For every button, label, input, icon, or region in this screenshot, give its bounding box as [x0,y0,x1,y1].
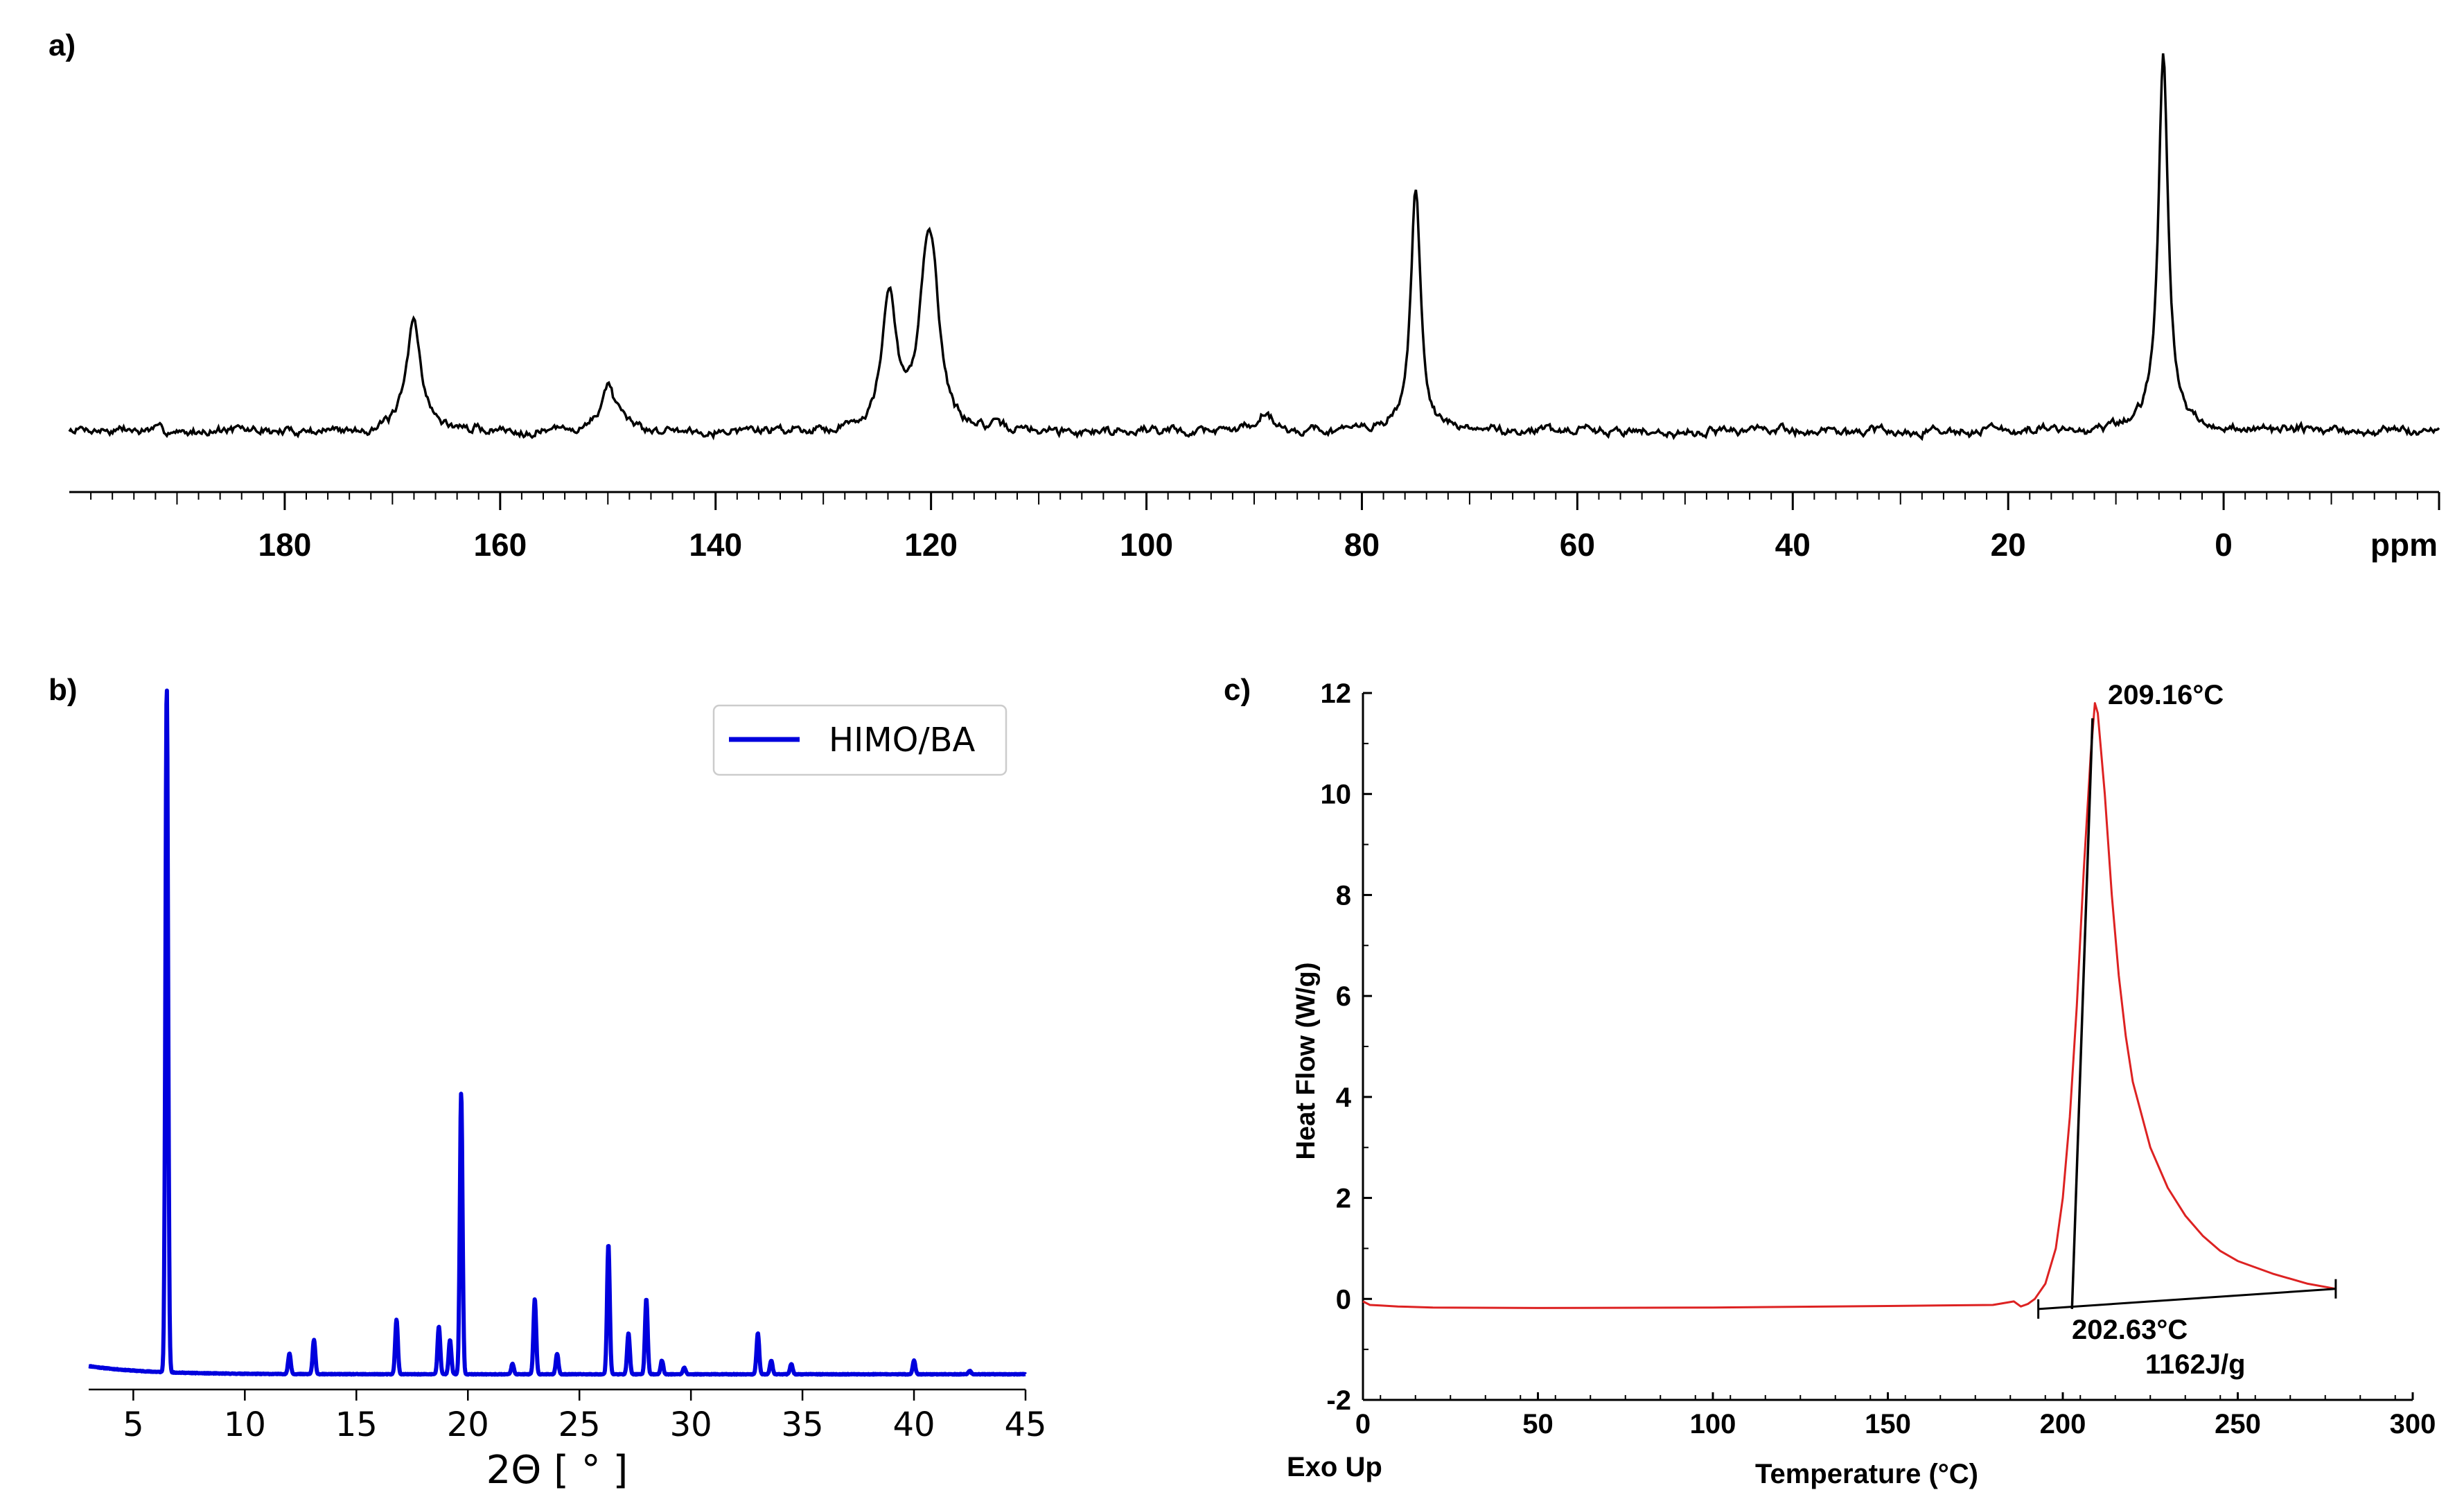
panel-c-x-axis-title: Temperature (°C) [1755,1459,1978,1489]
panel-a-x-unit: ppm [2370,527,2438,563]
panel-b-x-tick-label: 30 [670,1405,712,1444]
panel-c-enthalpy-label: 1162J/g [2145,1349,2246,1380]
panel-c-y-tick-label: 12 [1321,678,1352,709]
panel-a-x-tick-label: 80 [1344,527,1380,563]
panel-a-spectrum-line [68,53,2440,441]
panel-c-y-tick-label: 2 [1336,1184,1351,1214]
panel-b-legend-label: HIMO/BA [829,721,976,760]
panel-a-x-tick-label: 180 [258,527,312,563]
panel-c-y-tick-label: 8 [1336,880,1351,911]
panel-a-x-tick-label: 140 [689,527,742,563]
panel-a-nmr-spectrum: a) 180 160 140 120 100 80 60 40 20 0 ppm [49,28,2440,563]
panel-c-x-tick-label: 0 [1355,1409,1371,1439]
panel-b-x-tick-label: 20 [447,1405,489,1444]
panel-c-x-tick-label: 150 [1865,1409,1911,1439]
panel-c-y-tick-label: -2 [1326,1385,1351,1416]
panel-b-x-tick-label: 25 [558,1405,601,1444]
panel-b-x-tick-label: 40 [893,1405,935,1444]
panel-c-peak-temperature-label: 209.16°C [2108,680,2224,710]
panel-c-x-tick-label: 100 [1690,1409,1736,1439]
panel-b-ticks [132,1390,1027,1401]
panel-c-ticks [1362,692,2414,1401]
panel-b-xrd-pattern: b) 5 10 15 20 25 30 35 40 45 2Θ [ ° ] HIMO/BA [49,673,1047,1493]
panel-b-legend-box [712,704,1007,776]
panel-c-y-tick-label: 10 [1321,780,1352,810]
panel-b-label: b) [49,673,78,707]
panel-c-y-tick-label: 0 [1336,1284,1351,1315]
panel-b-x-tick-label: 10 [224,1405,266,1444]
panel-c-x-tick-label: 200 [2040,1409,2086,1439]
panel-a-ticks [90,492,2440,510]
panel-b-x-tick-label: 5 [123,1405,144,1444]
panel-b-legend: HIMO/BA [712,704,1007,776]
panel-c-y-tick-label: 4 [1336,1082,1352,1113]
panel-b-x-axis-title: 2Θ [ ° ] [486,1448,628,1493]
panel-b-x-tick-label: 35 [782,1405,824,1444]
panel-c-onset-tangent-line [2070,718,2094,1309]
panel-b-x-tick-label: 45 [1004,1405,1046,1444]
panel-c-label: c) [1224,673,1251,707]
panel-a-x-tick-label: 120 [904,527,958,563]
panel-a-x-tick-label: 40 [1775,527,1811,563]
panel-c-integration-baseline [2038,1288,2337,1310]
panel-c-y-axis-title: Heat Flow (W/g) [1292,963,1321,1160]
panel-c-exo-up-label: Exo Up [1287,1452,1382,1482]
panel-a-x-tick-label: 0 [2215,527,2233,563]
panel-a-x-tick-label: 160 [473,527,527,563]
panel-c-heat-flow-curve [1362,702,2337,1309]
panel-a-label: a) [49,28,76,62]
panel-c-x-tick-label: 300 [2390,1409,2436,1439]
panel-a-x-tick-label: 20 [1991,527,2026,563]
panel-b-x-tick-label: 15 [335,1405,378,1444]
panel-a-x-tick-label: 60 [1560,527,1595,563]
panel-a-x-tick-label: 100 [1120,527,1173,563]
panel-c-x-tick-label: 50 [1522,1409,1554,1439]
panel-c-onset-temperature-label: 202.63°C [2072,1315,2188,1345]
panel-b-series-himo-ba [87,688,1028,1377]
panel-c-x-tick-label: 250 [2215,1409,2261,1439]
panel-b-tick-labels: 5 10 15 20 25 30 35 40 45 [123,1405,1046,1444]
panel-c-y-tick-label: 6 [1336,981,1351,1012]
panel-a-tick-labels: 180 160 140 120 100 80 60 40 20 0 [258,527,2233,563]
